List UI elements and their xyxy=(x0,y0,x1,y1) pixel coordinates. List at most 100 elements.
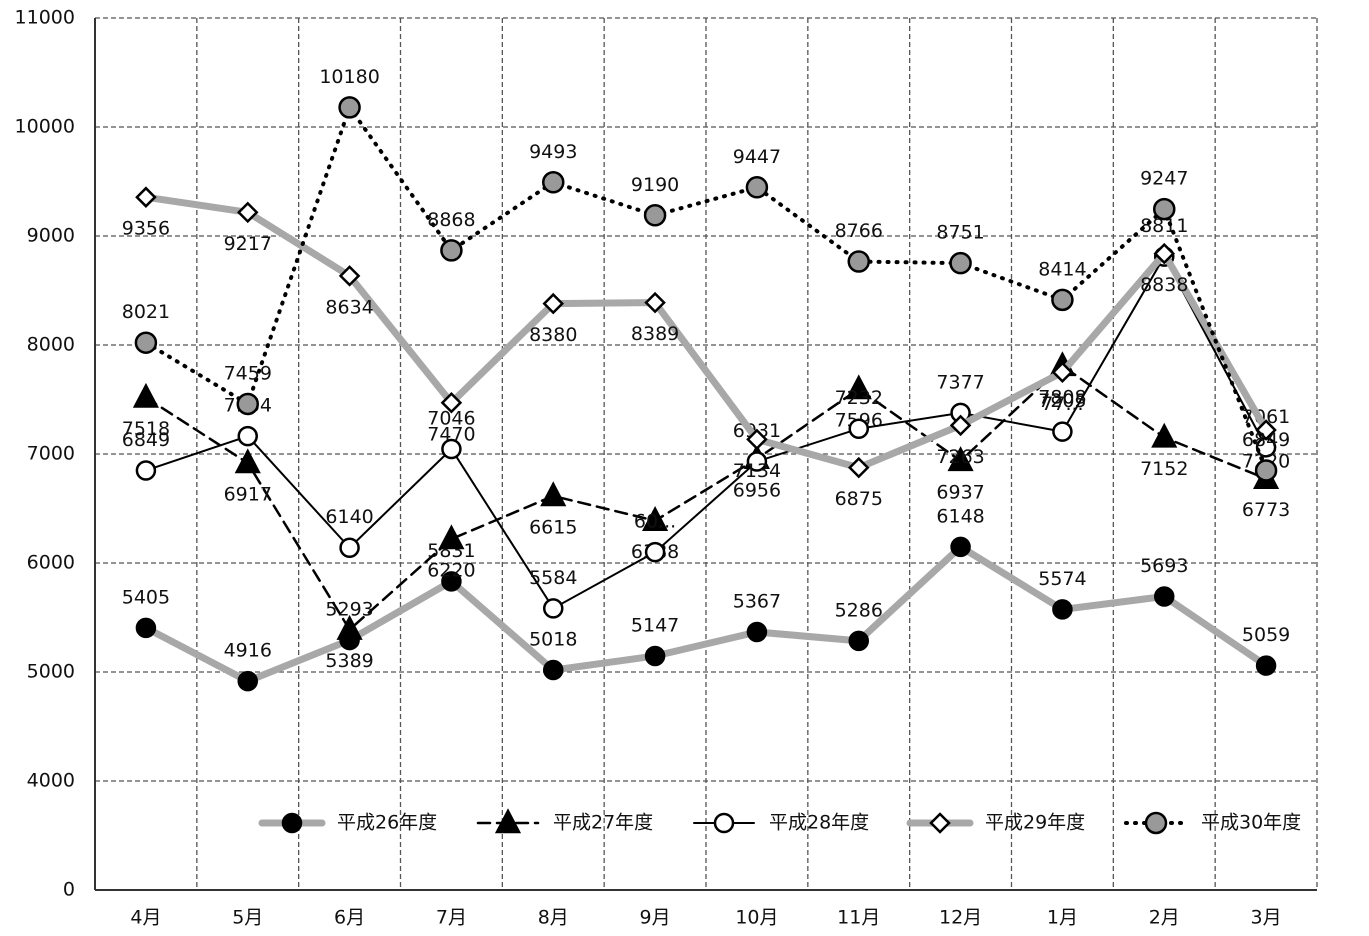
data-label: 5405 xyxy=(122,586,170,608)
y-tick-label: 6000 xyxy=(27,552,75,574)
marker xyxy=(339,537,360,558)
data-label: 5147 xyxy=(631,614,679,636)
data-label: 7134 xyxy=(733,460,781,482)
marker xyxy=(438,524,465,550)
y-tick-label: 7000 xyxy=(27,443,75,465)
x-tick-label: 11月 xyxy=(837,907,880,929)
series: 5405 4916 5293 5831 5018 5147 5367 5286 6148 5574… xyxy=(122,505,1290,692)
data-label: 9493 xyxy=(529,141,577,163)
marker xyxy=(644,541,666,563)
data-label: 6937 xyxy=(936,481,984,503)
data-label: 6773 xyxy=(1242,499,1290,521)
legend: 平成26年度 平成27年度 平成28年度 平成29年度 平成30年度 xyxy=(258,808,1301,835)
x-tick-label: 7月 xyxy=(436,907,467,929)
data-label: 5389 xyxy=(325,650,373,672)
legend-label: 平成29年度 xyxy=(985,812,1085,834)
data-label: 6615 xyxy=(529,516,577,538)
y-tick-label: 0 xyxy=(63,879,75,901)
marker xyxy=(135,186,157,208)
marker xyxy=(746,451,768,472)
series-line xyxy=(142,542,1270,686)
marker xyxy=(494,808,522,834)
legend-label: 平成27年度 xyxy=(553,812,653,834)
data-label: 8634 xyxy=(325,296,373,318)
data-label: 4916 xyxy=(224,640,272,662)
marker xyxy=(1153,242,1176,265)
marker xyxy=(1255,655,1277,676)
marker xyxy=(281,812,303,834)
data-label: 10180 xyxy=(319,66,379,88)
marker xyxy=(336,614,363,640)
data-label: 5693 xyxy=(1140,555,1188,577)
data-label: 6849 xyxy=(1242,429,1290,451)
data-label: 7152 xyxy=(1140,458,1188,480)
marker xyxy=(845,374,872,400)
marker xyxy=(746,621,768,643)
marker xyxy=(540,481,567,507)
data-label: 9217 xyxy=(224,233,272,255)
data-label: 6917 xyxy=(224,484,272,506)
marker xyxy=(848,418,869,439)
x-tick-label: 10月 xyxy=(735,907,778,929)
series-line xyxy=(142,193,1270,472)
y-tick-label: 8000 xyxy=(27,334,75,356)
x-tick-label: 6月 xyxy=(334,907,365,929)
y-tick-label: 4000 xyxy=(27,770,75,792)
marker xyxy=(1051,361,1074,384)
data-label: 77... xyxy=(1041,393,1083,415)
data-label: 7046 xyxy=(427,407,475,429)
y-tick-label: 9000 xyxy=(27,225,75,247)
data-label: 8868 xyxy=(427,209,475,231)
x-tick-label: 5月 xyxy=(232,907,263,929)
marker xyxy=(950,536,971,558)
marker xyxy=(441,571,462,592)
data-label: 8811 xyxy=(1140,215,1188,237)
marker xyxy=(949,414,972,437)
marker xyxy=(745,176,769,199)
legend-label: 平成30年度 xyxy=(1201,812,1301,834)
x-tick-label: 8月 xyxy=(538,907,569,929)
marker xyxy=(1151,422,1178,448)
marker xyxy=(644,645,666,667)
marker xyxy=(947,446,974,472)
marker xyxy=(929,812,951,834)
x-tick-label: 9月 xyxy=(640,907,671,929)
data-label: 8766 xyxy=(835,220,883,242)
marker xyxy=(847,456,870,479)
marker xyxy=(642,506,669,531)
data-label: 5293 xyxy=(325,599,373,621)
data-label: 7808 xyxy=(1038,386,1086,408)
x-tick-label: 2月 xyxy=(1149,907,1180,929)
marker xyxy=(234,448,261,474)
series-line xyxy=(143,103,1269,473)
data-label: 5286 xyxy=(835,599,883,621)
marker xyxy=(135,617,157,639)
marker xyxy=(236,392,259,416)
data-label: 6875 xyxy=(835,488,883,510)
data-label: 5367 xyxy=(733,590,781,612)
marker xyxy=(949,251,972,275)
series: 9356 9217 8634 7470 8380 8389 7134 6875 7263 77..… xyxy=(122,186,1290,510)
marker xyxy=(1255,419,1277,441)
data-label: 5059 xyxy=(1242,624,1290,646)
data-label: 8021 xyxy=(122,301,170,323)
series: 6849716461407046558460...693172327377720… xyxy=(122,215,1290,619)
data-label: 8380 xyxy=(529,324,577,346)
data-label: 9447 xyxy=(733,146,781,168)
data-label: 7232 xyxy=(835,387,883,409)
data-label: 8389 xyxy=(631,323,679,345)
x-tick-label: 12月 xyxy=(939,907,982,929)
marker xyxy=(1052,599,1073,620)
marker xyxy=(134,331,158,354)
marker xyxy=(848,630,869,652)
data-label: 9247 xyxy=(1140,168,1188,190)
data-label: 8414 xyxy=(1038,258,1086,280)
series-line xyxy=(144,254,1268,610)
x-tick-label: 4月 xyxy=(130,907,161,929)
marker xyxy=(644,291,666,314)
x-tick-label: 3月 xyxy=(1251,907,1282,929)
data-label: 5574 xyxy=(1038,568,1086,590)
y-tick-label: 10000 xyxy=(15,116,75,138)
data-label: 8751 xyxy=(936,222,984,244)
